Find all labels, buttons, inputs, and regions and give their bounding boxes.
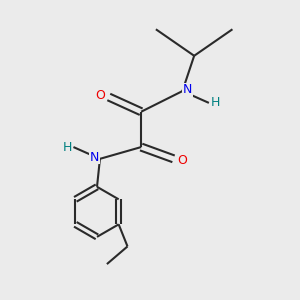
Text: O: O [96, 89, 106, 102]
Text: H: H [211, 96, 220, 110]
Text: O: O [177, 154, 187, 167]
Text: N: N [90, 151, 99, 164]
Text: N: N [183, 83, 192, 96]
Text: H: H [62, 141, 72, 154]
